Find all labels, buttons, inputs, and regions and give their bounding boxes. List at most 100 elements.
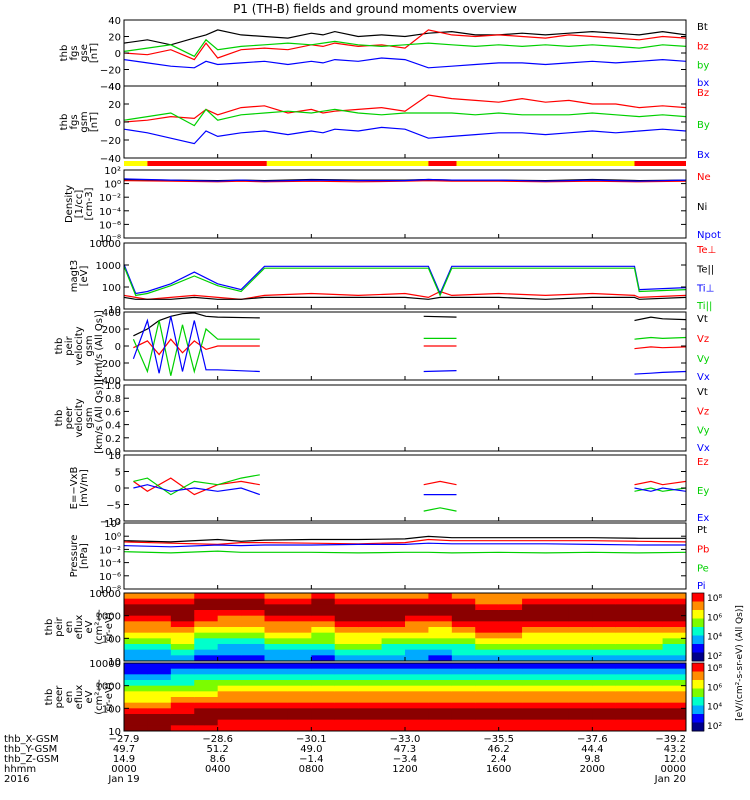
spectrogram-cell [545, 604, 570, 611]
spectrogram-cell [358, 725, 383, 732]
spectrogram-cell [170, 691, 195, 698]
spectrogram-cell [662, 655, 687, 662]
spectrogram-cell [475, 644, 500, 651]
x-axis-row-label: thb_Y-GSM [4, 744, 57, 755]
spectrogram-cell [615, 604, 640, 611]
spectrogram-cell [147, 725, 172, 732]
spectrogram-cell [639, 604, 664, 611]
spectrogram-cell [124, 719, 148, 726]
spectrogram-cell [241, 674, 265, 681]
spectrogram-cell [217, 714, 242, 721]
spectrogram-cell [217, 680, 242, 687]
spectrogram-cell [241, 649, 265, 656]
spectrogram-cell [568, 663, 593, 670]
spectrogram-cell [241, 702, 265, 709]
x-axis-value: 47.3 [394, 744, 416, 755]
spectrogram-cell [241, 691, 265, 698]
spectrogram-cell [522, 702, 546, 709]
spectrogram-cell [451, 674, 476, 681]
legend-Vz: Vz [697, 334, 709, 345]
y-tick-label: 10² [104, 519, 121, 530]
spectrogram-cell [194, 708, 219, 715]
spectrogram-cell [264, 615, 289, 622]
spectrogram-cell [147, 615, 172, 622]
series-line-Npot [124, 178, 686, 182]
y-axis-label: (cm²-s- [94, 679, 105, 715]
spectrogram-cell [498, 708, 523, 715]
spectrogram-cell [522, 632, 546, 639]
spectrogram-cell [615, 702, 640, 709]
spectrogram-cell [194, 604, 219, 611]
spectrogram-cell [592, 714, 617, 721]
spectrogram-cell [428, 632, 453, 639]
spectrogram-cell [405, 638, 429, 645]
spectrogram-cell [217, 593, 242, 600]
x-axis-value: −1.4 [299, 754, 323, 765]
x-axis-row-label: thb_X-GSM [4, 734, 59, 745]
spectrogram-cell [334, 593, 359, 600]
spectrogram-cell [358, 621, 383, 628]
x-axis-value: −27.9 [109, 734, 140, 745]
spectrogram-cell [592, 702, 617, 709]
spectrogram-cell [639, 615, 664, 622]
x-axis-value: 0800 [299, 764, 324, 775]
spectrogram-cell [217, 702, 242, 709]
spectrogram-cell [311, 621, 336, 628]
y-tick-label: 40 [108, 16, 121, 27]
series-line-by [124, 38, 686, 58]
spectrogram-cell [405, 615, 429, 622]
spectrogram-cell [124, 632, 148, 639]
spectrogram-cell [287, 697, 312, 704]
spectrogram-cell [615, 725, 640, 732]
spectrogram-cell [498, 663, 523, 670]
spectrogram-cell [147, 655, 172, 662]
spectrogram-cell [451, 638, 476, 645]
spectrogram-cell [428, 598, 453, 605]
spectrogram-cell [124, 604, 148, 611]
spectrogram-cell [194, 655, 219, 662]
spectrogram-cell [568, 691, 593, 698]
spectrogram-cell [662, 697, 687, 704]
panel-frame [123, 19, 687, 87]
legend-By: By [697, 120, 710, 131]
spectrogram-cell [428, 610, 453, 617]
spectrogram-cell [147, 598, 172, 605]
spectrogram-cell [428, 697, 453, 704]
panel-frame [123, 522, 687, 590]
spectrogram-cell [405, 714, 429, 721]
spectrogram-cell [498, 610, 523, 617]
spectrogram-cell [522, 714, 546, 721]
spectrogram-cell [358, 719, 383, 726]
spectrogram-cell [428, 702, 453, 709]
spectrogram-cell [592, 663, 617, 670]
y-tick-label: 10000 [89, 659, 121, 670]
spectrogram-cell [334, 674, 359, 681]
spectrogram-cell [662, 668, 687, 675]
spectrogram-cell [545, 621, 570, 628]
spectrogram-cell [334, 615, 359, 622]
y-axis-label: [1/cc] [74, 190, 85, 219]
spectrogram-cell [358, 604, 383, 611]
spectrogram-cell [592, 621, 617, 628]
colorbar-swatch [692, 663, 704, 672]
y-axis-label: eflux [74, 615, 85, 640]
spectrogram-cell [194, 593, 219, 600]
spectrogram-cell [545, 725, 570, 732]
spectrogram-cell [451, 604, 476, 611]
spectrogram-cell [334, 714, 359, 721]
spectrogram-cell [241, 655, 265, 662]
spectrogram-cell [311, 632, 336, 639]
spectrogram-cell [498, 638, 523, 645]
spectrogram-cell [615, 593, 640, 600]
spectrogram-cell [124, 593, 148, 600]
spectrogram-cell [287, 649, 312, 656]
spectrogram-cell [522, 685, 546, 692]
x-axis-row-label: thb_Z-GSM [4, 754, 59, 765]
spectrogram-cell [475, 621, 500, 628]
spectrogram-cell [217, 685, 242, 692]
colorbar-swatch [692, 680, 704, 689]
spectrogram-cell [124, 638, 148, 645]
panel-density: Ne Ni Npot 10² 10⁰ 10⁻² 10⁻⁴ 10⁻⁶ 10⁻⁸ Density [1/… [64, 166, 721, 245]
y-axis-label: [nPa] [79, 543, 90, 569]
y-tick-label: 10⁻⁴ [99, 559, 121, 570]
